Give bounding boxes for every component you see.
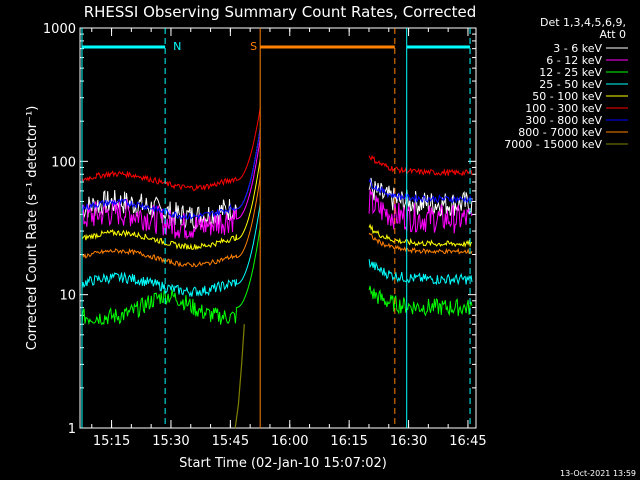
series-line — [368, 178, 473, 204]
series-line — [81, 227, 261, 326]
footer-date: 13-Oct-2021 13:59 — [560, 469, 636, 478]
legend-label: 25 - 50 keV — [539, 78, 602, 91]
y-tick-label: 100 — [51, 155, 76, 170]
x-tick-label: 15:45 — [212, 434, 249, 449]
x-tick-label: 16:15 — [330, 434, 367, 449]
y-tick-label: 1 — [68, 422, 76, 437]
series-line — [368, 154, 473, 177]
series-line — [368, 285, 473, 317]
y-axis-label: Corrected Count Rate (s⁻¹ detector⁻¹) — [25, 106, 40, 351]
y-tick-label: 10 — [59, 289, 76, 304]
legend-label: 300 - 800 keV — [525, 114, 602, 127]
series-line — [81, 138, 261, 240]
series-line — [368, 259, 473, 286]
legend-label: 100 - 300 keV — [525, 102, 602, 115]
legend-label: 6 - 12 keV — [546, 54, 602, 67]
x-tick-label: 15:30 — [152, 434, 189, 449]
marker-label: N — [173, 40, 181, 53]
chart-title: RHESSI Observing Summary Count Rates, Co… — [84, 3, 477, 21]
series-line — [368, 232, 473, 255]
plot-frame — [79, 27, 477, 429]
series-line — [81, 177, 261, 268]
series-line — [81, 108, 261, 192]
series-line — [368, 223, 473, 248]
y-tick-label: 1000 — [43, 22, 76, 37]
series-line — [81, 159, 261, 250]
legend-label: 12 - 25 keV — [539, 66, 602, 79]
series-line — [234, 324, 245, 429]
plot-area: 1 10 100 1000 15:15 15:30 15:45 16:00 16:15 16:30… — [43, 22, 487, 449]
x-tick-label: 16:30 — [390, 434, 427, 449]
legend-label: 800 - 7000 keV — [518, 126, 602, 139]
x-tick-label: 15:15 — [93, 434, 130, 449]
series-line — [81, 128, 261, 221]
series-line — [81, 203, 261, 298]
x-axis-label: Start Time (02-Jan-10 15:07:02) — [179, 456, 387, 471]
x-tick-label: 16:00 — [271, 434, 308, 449]
series-line — [368, 188, 473, 234]
legend-header-line1: Det 1,3,4,5,6,9, — [540, 16, 626, 29]
legend-label: 50 - 100 keV — [532, 90, 602, 103]
x-tick-label: 16:45 — [449, 434, 486, 449]
legend-label: 3 - 6 keV — [553, 42, 602, 55]
legend-header-line2: Att 0 — [600, 28, 626, 41]
marker-label: S — [250, 40, 257, 53]
legend-label: 7000 - 15000 keV — [504, 138, 602, 151]
